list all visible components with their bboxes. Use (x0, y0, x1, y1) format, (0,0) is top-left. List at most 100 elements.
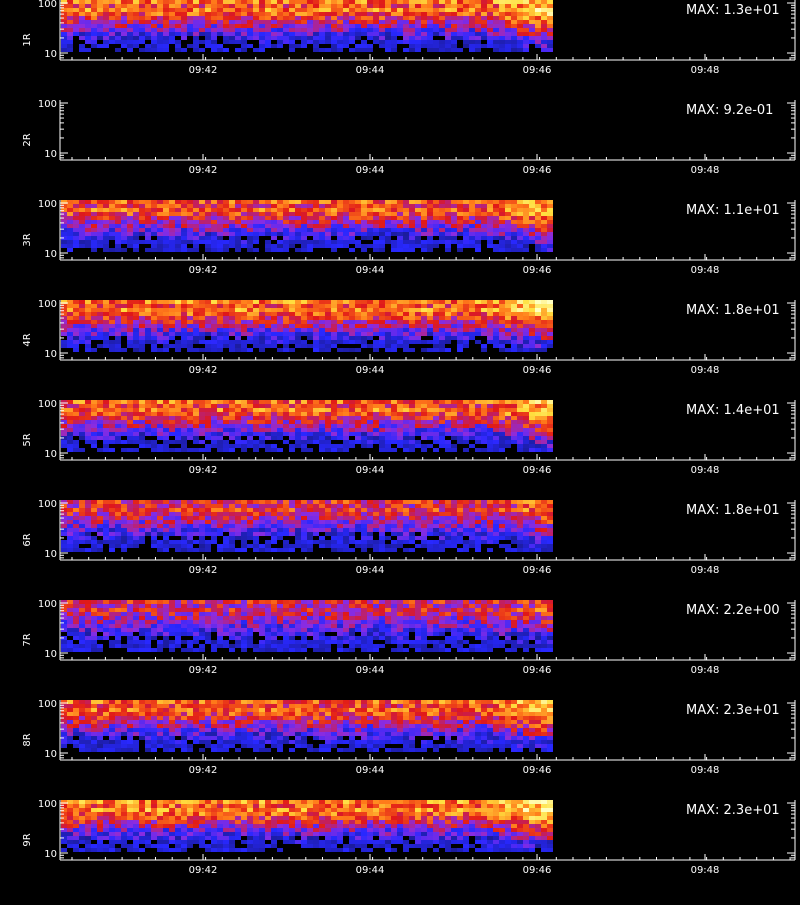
heatmap-cell (301, 216, 307, 220)
heatmap-cell (451, 236, 457, 240)
heatmap-cell (307, 408, 313, 412)
heatmap-cell (403, 36, 409, 40)
heatmap-cell (157, 416, 163, 420)
heatmap-cell (163, 420, 169, 424)
heatmap-cell (211, 20, 217, 24)
heatmap-cell (523, 336, 529, 340)
heatmap-cell (337, 316, 343, 320)
heatmap-cell (319, 300, 325, 304)
heatmap-cell (499, 328, 505, 332)
heatmap-cell (157, 316, 163, 320)
heatmap-cell (85, 240, 91, 244)
heatmap-cell (205, 240, 211, 244)
heatmap-cell (409, 200, 415, 204)
heatmap-cell (427, 412, 433, 416)
heatmap-cell (535, 344, 541, 348)
heatmap-cell (469, 412, 475, 416)
heatmap-cell (391, 428, 397, 432)
heatmap-cell (205, 24, 211, 28)
heatmap-cell (343, 220, 349, 224)
heatmap-cell (391, 336, 397, 340)
heatmap-cell (145, 16, 151, 20)
heatmap-cell (121, 232, 127, 236)
heatmap-cell (217, 404, 223, 408)
heatmap-cell (61, 528, 67, 532)
heatmap-cell (103, 308, 109, 312)
heatmap-cell (85, 412, 91, 416)
heatmap-cell (97, 20, 103, 24)
heatmap-cell (313, 312, 319, 316)
heatmap-cell (151, 340, 157, 344)
heatmap-cell (373, 404, 379, 408)
heatmap-cell (523, 428, 529, 432)
heatmap-cell (331, 0, 337, 4)
heatmap-cell (481, 332, 487, 336)
heatmap-cell (79, 336, 85, 340)
heatmap-cell (97, 204, 103, 208)
heatmap-cell (355, 16, 361, 20)
heatmap-cell (157, 540, 163, 544)
heatmap-cell (247, 200, 253, 204)
heatmap-cell (379, 24, 385, 28)
heatmap-cell (313, 416, 319, 420)
heatmap-cell (205, 208, 211, 212)
heatmap-cell (331, 424, 337, 428)
heatmap-cell (541, 408, 547, 412)
heatmap-cell (199, 428, 205, 432)
heatmap-cell (343, 432, 349, 436)
heatmap-cell (145, 220, 151, 224)
heatmap-cell (205, 44, 211, 48)
heatmap-cell (157, 544, 163, 548)
heatmap-cell (127, 316, 133, 320)
heatmap-cell (139, 8, 145, 12)
heatmap-cell (535, 216, 541, 220)
heatmap-cell (97, 416, 103, 420)
heatmap-cell (457, 8, 463, 12)
heatmap-cell (265, 420, 271, 424)
heatmap-cell (535, 20, 541, 24)
heatmap-cell (355, 540, 361, 544)
heatmap-cell (343, 444, 349, 448)
heatmap-cell (547, 20, 553, 24)
heatmap-cell (283, 24, 289, 28)
heatmap-cell (133, 512, 139, 516)
heatmap-cell (271, 4, 277, 8)
heatmap-cell (145, 236, 151, 240)
heatmap-cell (85, 16, 91, 20)
heatmap-cell (241, 0, 247, 4)
heatmap-cell (247, 332, 253, 336)
heatmap-cell (217, 432, 223, 436)
heatmap-cell (433, 216, 439, 220)
heatmap-cell (295, 440, 301, 444)
heatmap-cell (151, 0, 157, 4)
heatmap-cell (163, 416, 169, 420)
heatmap-cell (469, 204, 475, 208)
heatmap-cell (391, 48, 397, 52)
heatmap-cell (409, 212, 415, 216)
heatmap-cell (223, 316, 229, 320)
heatmap-cell (325, 12, 331, 16)
heatmap-cell (325, 324, 331, 328)
heatmap-cell (481, 4, 487, 8)
heatmap-cell (391, 4, 397, 8)
heatmap-cell (391, 28, 397, 32)
heatmap-cell (121, 504, 127, 508)
heatmap-cell (487, 340, 493, 344)
heatmap-cell (223, 20, 229, 24)
heatmap-cell (199, 324, 205, 328)
heatmap-cell (175, 308, 181, 312)
heatmap-cell (127, 28, 133, 32)
heatmap-cell (283, 512, 289, 516)
heatmap-cell (427, 216, 433, 220)
heatmap-cell (163, 44, 169, 48)
heatmap-cell (97, 200, 103, 204)
heatmap-cell (139, 48, 145, 52)
heatmap-cell (235, 548, 241, 552)
heatmap-cell (511, 12, 517, 16)
heatmap-cell (133, 316, 139, 320)
heatmap-cell (301, 200, 307, 204)
heatmap-cell (535, 208, 541, 212)
heatmap-cell (139, 428, 145, 432)
heatmap-cell (493, 236, 499, 240)
heatmap-cell (391, 40, 397, 44)
